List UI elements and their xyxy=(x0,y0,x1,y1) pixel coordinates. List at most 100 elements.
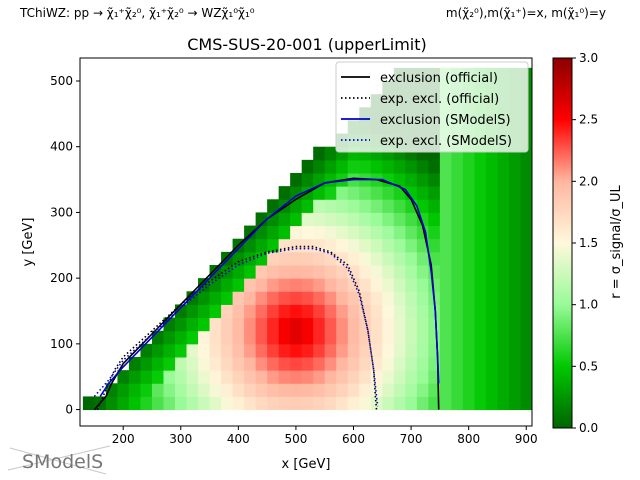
heatmap-cell xyxy=(186,330,199,345)
heatmap-cell xyxy=(520,396,533,411)
heatmap-cell xyxy=(324,265,337,279)
heatmap-cell xyxy=(232,278,245,292)
heatmap-cell xyxy=(382,291,395,305)
heatmap-cell xyxy=(347,317,360,332)
heatmap-cell xyxy=(186,343,199,358)
heatmap-cell xyxy=(324,199,337,213)
heatmap-cell xyxy=(186,370,199,384)
heatmap-cell xyxy=(117,396,130,411)
heatmap-cell xyxy=(485,317,498,332)
heatmap-cell xyxy=(313,199,326,213)
heatmap-cell xyxy=(221,370,234,384)
heatmap-cell xyxy=(267,304,280,319)
heatmap-cell xyxy=(439,291,452,305)
heatmap-cell xyxy=(462,317,475,332)
heatmap-cell xyxy=(151,383,164,397)
heatmap-cell xyxy=(359,370,372,384)
heatmap-cell xyxy=(301,251,314,266)
heatmap-cell xyxy=(485,278,498,292)
heatmap-cell xyxy=(382,317,395,332)
heatmap-cell xyxy=(405,291,418,305)
heatmap-cell xyxy=(301,370,314,384)
heatmap-cell xyxy=(336,251,349,266)
colorbar-ticks: 0.0 0.5 1.0 1.5 2.0 2.5 3.0 xyxy=(572,51,598,435)
heatmap-cell xyxy=(267,238,280,253)
heatmap-cell xyxy=(209,304,222,319)
heatmap-cell xyxy=(416,186,429,200)
x-tick-label: 200 xyxy=(112,432,135,446)
heatmap-cell xyxy=(428,343,441,358)
heatmap-cell xyxy=(301,317,314,332)
heatmap-cell xyxy=(474,225,487,240)
heatmap-cell xyxy=(508,278,521,292)
heatmap-cell xyxy=(347,186,360,200)
heatmap-cell xyxy=(232,251,245,266)
heatmap-cell xyxy=(451,212,464,227)
heatmap-cell xyxy=(497,357,510,371)
heatmap-cell xyxy=(497,330,510,345)
heatmap-cell xyxy=(370,383,383,397)
heatmap-cell xyxy=(405,251,418,266)
heatmap-cell xyxy=(485,330,498,345)
heatmap-cell xyxy=(508,291,521,305)
colorbar-tick-label: 1.0 xyxy=(579,298,598,312)
heatmap-cell xyxy=(474,159,487,174)
heatmap-cell xyxy=(416,265,429,279)
heatmap-cell xyxy=(428,317,441,332)
heatmap-cell xyxy=(382,212,395,227)
heatmap-cell xyxy=(278,186,291,200)
heatmap-cell xyxy=(278,265,291,279)
heatmap-cell xyxy=(451,278,464,292)
heatmap-cell xyxy=(290,251,303,266)
heatmap-cell xyxy=(393,225,406,240)
heatmap-cell xyxy=(428,383,441,397)
heatmap-cell xyxy=(221,330,234,345)
heatmap-cell xyxy=(209,291,222,305)
heatmap-cell xyxy=(313,265,326,279)
heatmap-cell xyxy=(198,317,211,332)
heatmap-cell xyxy=(336,383,349,397)
heatmap-cell xyxy=(255,291,268,305)
heatmap-cell xyxy=(324,186,337,200)
heatmap-cell xyxy=(244,370,257,384)
colorbar-tick-label: 1.5 xyxy=(579,236,598,250)
heatmap-cell xyxy=(497,343,510,358)
series-line xyxy=(99,178,440,397)
heatmap-cell xyxy=(255,343,268,358)
heatmap-cell xyxy=(244,357,257,371)
logo-decor-line xyxy=(9,447,107,475)
y-axis-ticks: 0 100 200 300 400 500 xyxy=(50,74,80,417)
heatmap-cell xyxy=(485,343,498,358)
heatmap-cell xyxy=(428,278,441,292)
heatmap-cell xyxy=(313,396,326,411)
heatmap-cell xyxy=(313,383,326,397)
heatmap-cell xyxy=(508,330,521,345)
heatmap-cell xyxy=(278,357,291,371)
heatmap-cell xyxy=(163,357,176,371)
heatmap-cell xyxy=(324,173,337,187)
logo-text: SModelS xyxy=(22,451,103,473)
heatmap-cell xyxy=(451,357,464,371)
heatmap-cell xyxy=(439,370,452,384)
heatmap-cell xyxy=(451,199,464,213)
heatmap-cell xyxy=(278,370,291,384)
heatmap-cell xyxy=(462,330,475,345)
heatmap-cell xyxy=(439,330,452,345)
heatmap-cell xyxy=(416,343,429,358)
heatmap-cell xyxy=(290,317,303,332)
heatmap-cell xyxy=(336,159,349,174)
heatmap-cell xyxy=(497,238,510,253)
header-left: TChiWZ: pp → χ̃₁⁺χ̃₂⁰, χ̃₁⁺χ̃₂⁰ → WZχ̃₁⁰… xyxy=(19,6,255,20)
heatmap-cell xyxy=(221,357,234,371)
heatmap-cell xyxy=(209,370,222,384)
heatmap-cell xyxy=(462,159,475,174)
heatmap-cell xyxy=(290,343,303,358)
heatmap-cell xyxy=(359,251,372,266)
heatmap-cell xyxy=(301,238,314,253)
heatmap-cell xyxy=(508,383,521,397)
series-line xyxy=(96,245,378,410)
colorbar-label: r = σ_signal/σ_UL xyxy=(609,184,624,298)
heatmap-cell xyxy=(370,343,383,358)
heatmap-cell xyxy=(324,212,337,227)
heatmap-cell xyxy=(209,357,222,371)
